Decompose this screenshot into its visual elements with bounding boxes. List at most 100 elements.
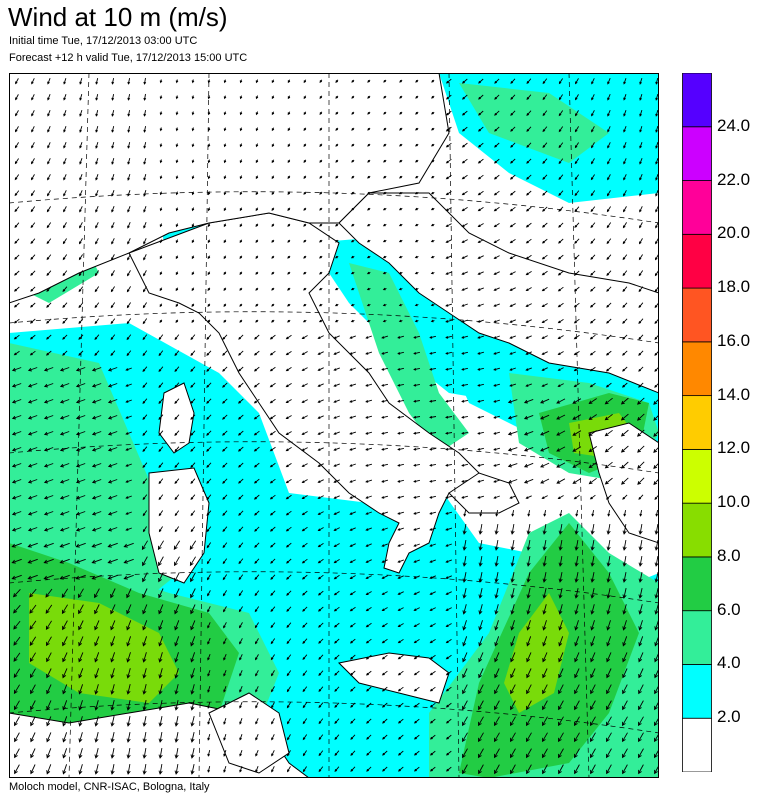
wind-arrow bbox=[493, 271, 500, 275]
wind-arrow bbox=[206, 382, 212, 388]
wind-arrow bbox=[653, 446, 659, 453]
wind-arrow bbox=[111, 238, 115, 245]
wind-arrow bbox=[158, 700, 163, 711]
wind-arrow bbox=[494, 620, 499, 631]
wind-arrow bbox=[382, 750, 388, 756]
wind-arrow bbox=[78, 604, 84, 615]
wind-arrow bbox=[126, 668, 131, 679]
wind-arrow bbox=[207, 670, 211, 677]
wind-arrow bbox=[143, 189, 147, 197]
wind-arrow bbox=[445, 191, 452, 196]
wind-arrow bbox=[639, 174, 643, 181]
wind-arrow bbox=[461, 191, 468, 196]
wind-arrow bbox=[478, 668, 484, 679]
wind-arrow bbox=[174, 478, 180, 485]
wind-arrow bbox=[445, 734, 452, 740]
wind-arrow bbox=[110, 684, 115, 695]
wind-arrow bbox=[526, 588, 531, 599]
wind-arrow bbox=[91, 367, 102, 372]
wind-arrow bbox=[573, 494, 580, 500]
wind-arrow bbox=[413, 431, 421, 435]
wind-arrow bbox=[142, 302, 147, 309]
wind-arrow bbox=[620, 429, 629, 437]
wind-arrow bbox=[158, 462, 164, 469]
wind-arrow bbox=[159, 159, 163, 164]
wind-arrow bbox=[622, 270, 628, 277]
wind-arrow bbox=[13, 318, 20, 324]
wind-arrow bbox=[383, 143, 387, 147]
wind-arrow bbox=[270, 542, 276, 548]
wind-arrow bbox=[223, 191, 227, 196]
wind-arrow bbox=[621, 477, 629, 485]
wind-arrow bbox=[301, 415, 308, 419]
wind-arrow bbox=[174, 668, 179, 679]
wind-arrow bbox=[174, 462, 180, 469]
wind-arrow bbox=[414, 191, 419, 195]
wind-arrow bbox=[125, 367, 132, 371]
wind-arrow bbox=[191, 175, 195, 180]
wind-arrow bbox=[526, 126, 532, 132]
wind-arrow bbox=[174, 494, 180, 501]
wind-arrow bbox=[509, 319, 516, 323]
wind-arrow bbox=[46, 652, 52, 663]
wind-arrow bbox=[574, 254, 580, 260]
wind-arrow bbox=[333, 399, 340, 403]
wind-arrow bbox=[558, 604, 563, 615]
wind-arrow bbox=[301, 495, 308, 499]
wind-arrow bbox=[525, 335, 532, 339]
wind-arrow bbox=[46, 286, 52, 292]
wind-arrow bbox=[494, 572, 499, 583]
wind-arrow bbox=[445, 351, 453, 355]
wind-arrow bbox=[47, 94, 51, 101]
wind-arrow bbox=[271, 175, 275, 180]
wind-arrow bbox=[622, 334, 628, 340]
wind-arrow bbox=[366, 702, 372, 708]
wind-arrow bbox=[429, 399, 437, 403]
wind-arrow bbox=[190, 700, 195, 711]
wind-arrow bbox=[174, 510, 180, 517]
wind-arrow bbox=[430, 239, 435, 243]
legend-label: 8.0 bbox=[717, 545, 741, 565]
wind-arrow bbox=[478, 94, 484, 100]
wind-arrow bbox=[126, 588, 132, 599]
wind-arrow bbox=[207, 606, 211, 613]
wind-arrow bbox=[317, 527, 324, 531]
wind-arrow bbox=[207, 287, 211, 291]
wind-arrow bbox=[365, 638, 372, 644]
wind-arrow bbox=[43, 383, 54, 388]
wind-arrow bbox=[27, 431, 38, 436]
wind-arrow bbox=[319, 271, 323, 275]
wind-arrow bbox=[590, 286, 596, 292]
wind-arrow bbox=[254, 510, 260, 516]
wind-arrow bbox=[507, 399, 518, 404]
wind-arrow bbox=[478, 540, 483, 551]
wind-arrow bbox=[622, 302, 628, 308]
wind-arrow bbox=[143, 93, 147, 101]
wind-arrow bbox=[381, 638, 388, 644]
wind-arrow bbox=[255, 191, 259, 196]
wind-arrow bbox=[606, 254, 612, 261]
wind-arrow bbox=[493, 335, 500, 339]
wind-arrow bbox=[191, 143, 195, 148]
legend-swatch bbox=[682, 287, 712, 343]
wind-arrow bbox=[445, 718, 452, 724]
wind-map bbox=[9, 73, 659, 778]
wind-arrow bbox=[541, 335, 548, 339]
wind-arrow bbox=[255, 223, 259, 227]
wind-arrow bbox=[334, 303, 339, 307]
wind-arrow bbox=[287, 734, 291, 741]
wind-arrow bbox=[302, 654, 308, 661]
wind-arrow bbox=[174, 764, 179, 775]
wind-arrow bbox=[591, 126, 595, 133]
wind-arrow bbox=[541, 495, 548, 499]
wind-arrow bbox=[622, 238, 628, 245]
wind-arrow bbox=[174, 334, 180, 341]
wind-arrow bbox=[638, 556, 643, 567]
wind-arrow bbox=[559, 510, 563, 517]
wind-arrow bbox=[397, 670, 404, 676]
wind-arrow bbox=[445, 126, 452, 132]
wind-arrow bbox=[142, 350, 148, 357]
wind-arrow bbox=[461, 78, 468, 84]
wind-arrow bbox=[318, 766, 324, 773]
wind-arrow bbox=[557, 254, 564, 260]
